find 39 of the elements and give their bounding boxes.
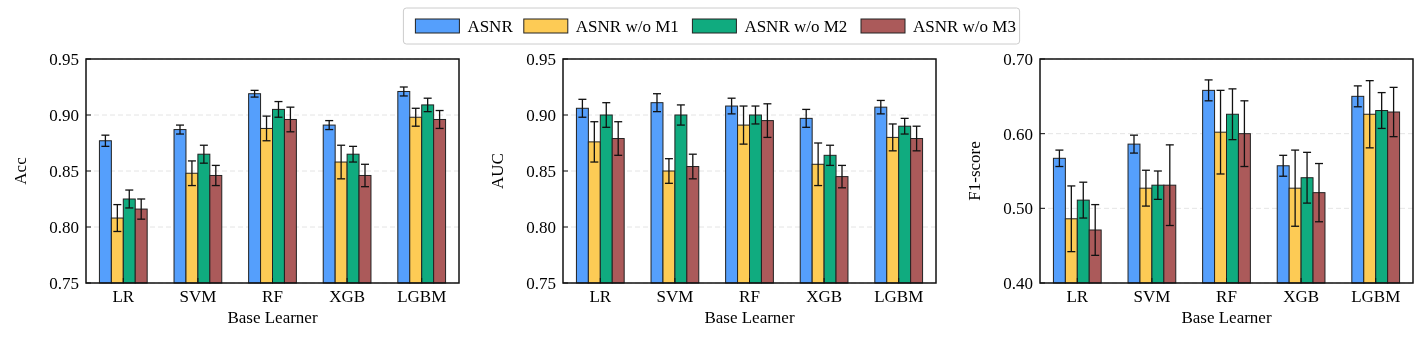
y-tick-label: 0.75 <box>49 273 79 293</box>
legend-label: ASNR w/o M2 <box>744 16 848 36</box>
y-tick-label: 0.70 <box>1003 49 1033 69</box>
y-tick-label: 0.75 <box>526 273 556 293</box>
y-axis-title: Acc <box>11 156 30 185</box>
x-axis-title: Base Learner <box>227 308 318 327</box>
x-axis-title: Base Learner <box>1181 308 1272 327</box>
y-tick-label: 0.90 <box>526 105 556 125</box>
y-tick-label: 0.95 <box>49 49 79 69</box>
legend-label: ASNR <box>467 16 514 36</box>
x-tick-label: XGB <box>329 287 366 306</box>
y-tick-label: 0.90 <box>49 105 79 125</box>
x-tick-label: SVM <box>1133 287 1171 306</box>
x-tick-label: RF <box>739 287 760 306</box>
y-tick-label: 0.60 <box>1003 124 1033 144</box>
y-tick-label: 0.95 <box>526 49 556 69</box>
x-tick-label: RF <box>1216 287 1237 306</box>
x-tick-label: LR <box>112 287 135 306</box>
x-tick-label: LR <box>589 287 612 306</box>
x-tick-label: SVM <box>656 287 694 306</box>
y-tick-label: 0.80 <box>526 217 556 237</box>
legend-label: ASNR w/o M3 <box>913 16 1016 36</box>
legend-label: ASNR w/o M1 <box>575 16 679 36</box>
y-tick-label: 0.85 <box>49 161 79 181</box>
y-axis-title: AUC <box>488 153 507 189</box>
x-tick-label: LR <box>1066 287 1089 306</box>
x-tick-label: SVM <box>179 287 217 306</box>
y-tick-label: 0.80 <box>49 217 79 237</box>
y-tick-label: 0.50 <box>1003 199 1033 219</box>
y-tick-label: 0.85 <box>526 161 556 181</box>
x-tick-label: XGB <box>806 287 843 306</box>
x-tick-label: RF <box>262 287 283 306</box>
x-axis-title: Base Learner <box>704 308 795 327</box>
y-axis-title: F1-score <box>965 141 984 201</box>
x-tick-label: LGBM <box>874 287 924 306</box>
y-tick-label: 0.40 <box>1003 273 1033 293</box>
x-tick-label: LGBM <box>397 287 447 306</box>
x-tick-label: XGB <box>1283 287 1320 306</box>
x-tick-label: LGBM <box>1351 287 1401 306</box>
